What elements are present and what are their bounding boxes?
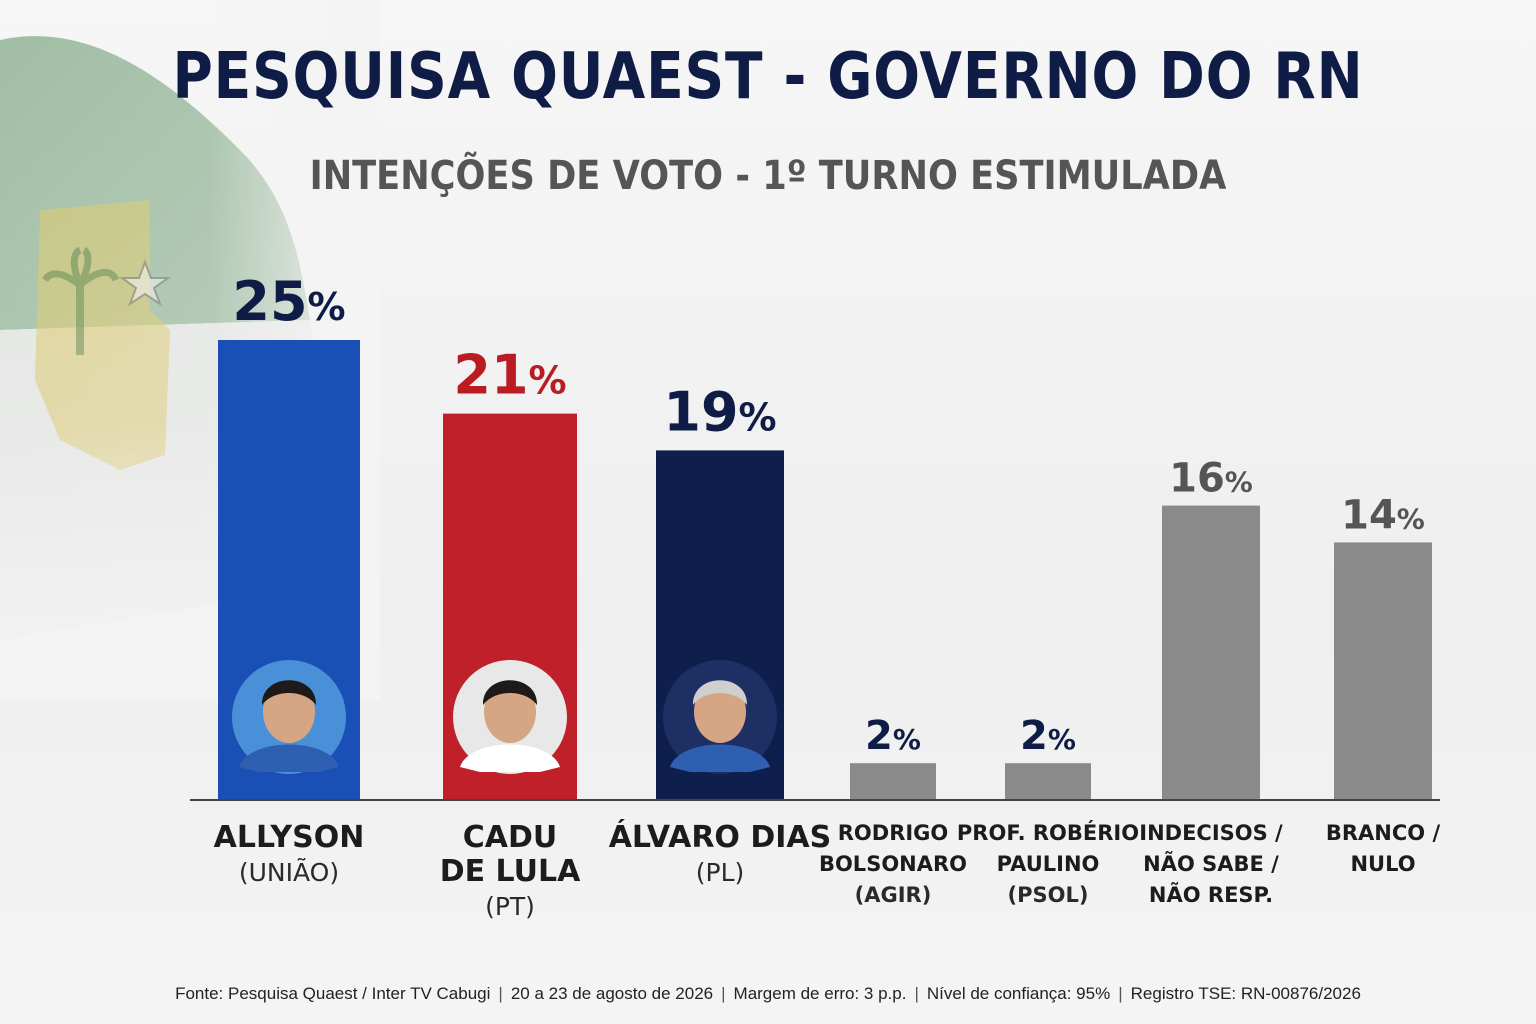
category-name-label: INDECISOS / — [1139, 821, 1283, 845]
chart-subtitle: INTENÇÕES DE VOTO - 1º TURNO ESTIMULADA — [309, 153, 1227, 199]
category-name-label: CADU — [463, 820, 558, 855]
bar-value-label: 2% — [865, 713, 921, 759]
category-name-label: PAULINO — [997, 852, 1100, 876]
footer-separator: | — [914, 984, 919, 1003]
category-name-label: BOLSONARO — [819, 852, 967, 876]
category-party-label: (PL) — [696, 858, 745, 887]
footer-separator: | — [1118, 984, 1123, 1003]
category-party-label: (AGIR) — [855, 883, 932, 907]
chart-title: PESQUISA QUAEST - GOVERNO DO RN — [172, 40, 1364, 114]
footer-source: Fonte: Pesquisa Quaest / Inter TV Cabugi — [175, 984, 491, 1003]
category-name-label: BRANCO / — [1326, 821, 1441, 845]
footer-registration: Registro TSE: RN-00876/2026 — [1130, 984, 1361, 1003]
category-party-label: (PT) — [485, 892, 535, 921]
footer-separator: | — [721, 984, 726, 1003]
category-name-label: NULO — [1350, 852, 1415, 876]
category-party-label: (PSOL) — [1008, 883, 1089, 907]
candidate-photo — [663, 660, 777, 774]
footer: Fonte: Pesquisa Quaest / Inter TV Cabugi… — [0, 984, 1536, 1004]
footer-confidence: Nível de confiança: 95% — [926, 984, 1111, 1003]
category-name-label: PROF. ROBÉRIO — [957, 820, 1139, 845]
bar-value-label: 16% — [1169, 456, 1253, 502]
category-name-label: DE LULA — [440, 854, 581, 889]
bar — [1162, 505, 1260, 800]
footer-separator: | — [498, 984, 503, 1003]
bar — [1005, 763, 1091, 800]
bar-value-label: 2% — [1020, 713, 1076, 759]
candidate-photo — [453, 660, 567, 774]
category-party-label: (UNIÃO) — [239, 857, 339, 887]
bar-value-label: 25% — [232, 270, 345, 333]
category-name-label: ÁLVARO DIAS — [609, 819, 832, 855]
category-name-label: NÃO SABE / — [1143, 851, 1279, 876]
footer-margin: Margem de erro: 3 p.p. — [733, 984, 907, 1003]
bar-value-label: 21% — [453, 344, 566, 407]
footer-dates: 20 a 23 de agosto de 2026 — [510, 984, 714, 1003]
bar — [1334, 542, 1432, 800]
category-name-label: RODRIGO — [838, 821, 949, 845]
category-name-label: NÃO RESP. — [1149, 882, 1273, 907]
bar-value-label: 19% — [663, 380, 776, 443]
category-name-label: ALLYSON — [214, 820, 365, 855]
candidate-photo — [232, 660, 346, 774]
bar-value-label: 14% — [1341, 492, 1425, 538]
bar — [850, 763, 936, 800]
